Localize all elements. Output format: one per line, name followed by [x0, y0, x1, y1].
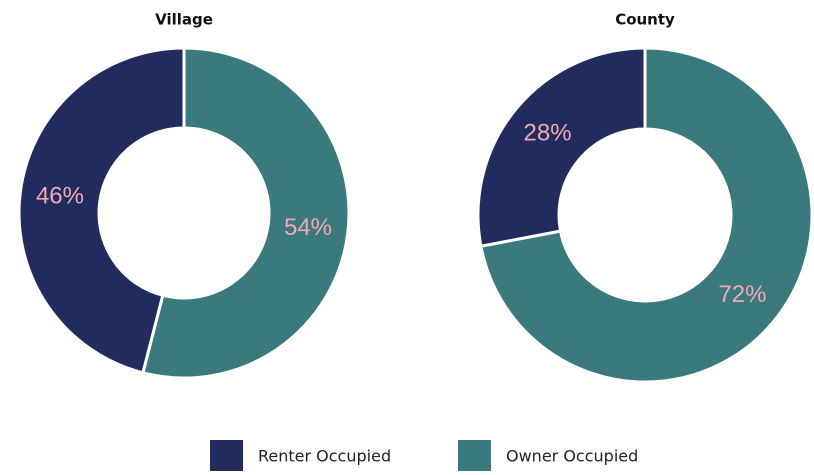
- legend-label: Owner Occupied: [506, 447, 638, 466]
- data-label: 46%: [36, 183, 84, 210]
- donut-slice: [17, 46, 186, 375]
- chart-title: County: [615, 11, 675, 29]
- data-label: 54%: [284, 214, 332, 241]
- data-label: 28%: [524, 120, 572, 147]
- donut-slice: [141, 46, 351, 380]
- donut-slice: [479, 46, 814, 384]
- legend-swatch: [210, 440, 243, 471]
- chart-title: Village: [155, 11, 213, 29]
- donut-slice: [476, 46, 647, 249]
- data-label: 72%: [718, 281, 766, 308]
- legend-label: Renter Occupied: [258, 447, 391, 466]
- legend-swatch: [458, 440, 491, 471]
